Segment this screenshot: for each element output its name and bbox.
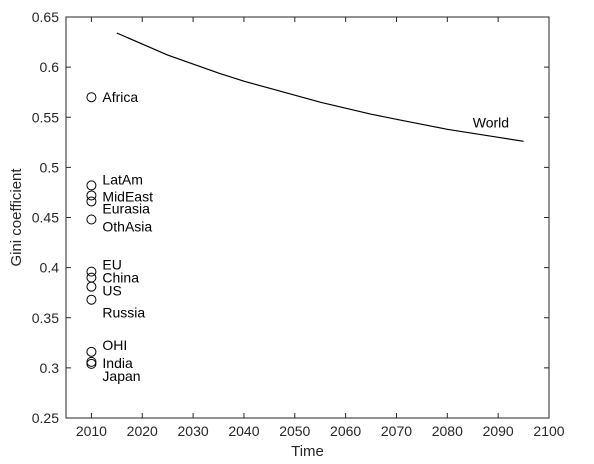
x-tick-label: 2100 — [533, 423, 564, 439]
point-russia — [86, 294, 97, 305]
point-label-latam: LatAm — [102, 171, 142, 187]
y-tick-label: 0.45 — [32, 210, 59, 226]
point-label-othasia: OthAsia — [102, 219, 152, 235]
y-tick-label: 0.4 — [40, 260, 60, 276]
world-series-label: World — [473, 114, 509, 130]
x-tick-label: 2020 — [127, 423, 158, 439]
point-label-japan: Japan — [102, 368, 140, 384]
y-tick-label: 0.6 — [40, 59, 60, 75]
y-tick-label: 0.25 — [32, 410, 59, 426]
plot-area: 2010 2020 2030 2040 2050 2060 2070 2080 2090 2100… — [32, 9, 565, 439]
point-label-mideast: MidEast — [102, 188, 153, 204]
y-tick-label: 0.65 — [32, 9, 59, 25]
y-tick-label: 0.55 — [32, 109, 59, 125]
point-label-eu: EU — [102, 257, 121, 273]
y-tick-label: 0.35 — [32, 310, 59, 326]
y-tick-label: 0.5 — [40, 159, 60, 175]
x-tick-label: 2030 — [178, 423, 209, 439]
world-series-line — [116, 32, 524, 142]
point-eu — [86, 266, 97, 277]
point-label-china: China — [102, 270, 139, 286]
y-axis-label: Gini coefficient — [8, 168, 25, 267]
point-label-russia: Russia — [102, 305, 145, 321]
point-japan — [86, 358, 97, 369]
point-label-india: India — [102, 355, 133, 371]
x-tick-label: 2060 — [330, 423, 361, 439]
point-mideast — [86, 190, 97, 201]
point-latam — [86, 180, 97, 191]
point-label-us: US — [102, 283, 121, 299]
x-tick-label: 2040 — [228, 423, 259, 439]
point-ohi — [86, 346, 97, 357]
x-tick-label: 2050 — [279, 423, 310, 439]
point-eurasia — [86, 196, 97, 207]
point-label-ohi: OHI — [102, 337, 127, 353]
x-tick-label: 2070 — [381, 423, 412, 439]
point-label-eurasia: Eurasia — [102, 200, 150, 216]
point-othasia — [86, 214, 97, 225]
x-axis-label: Time — [291, 443, 324, 460]
point-label-africa: Africa — [102, 89, 138, 105]
point-us — [86, 281, 97, 292]
y-tick-label: 0.3 — [40, 360, 60, 376]
point-africa — [86, 92, 97, 103]
x-tick-label: 2010 — [76, 423, 107, 439]
x-tick-label: 2080 — [432, 423, 463, 439]
x-tick-label: 2090 — [483, 423, 514, 439]
